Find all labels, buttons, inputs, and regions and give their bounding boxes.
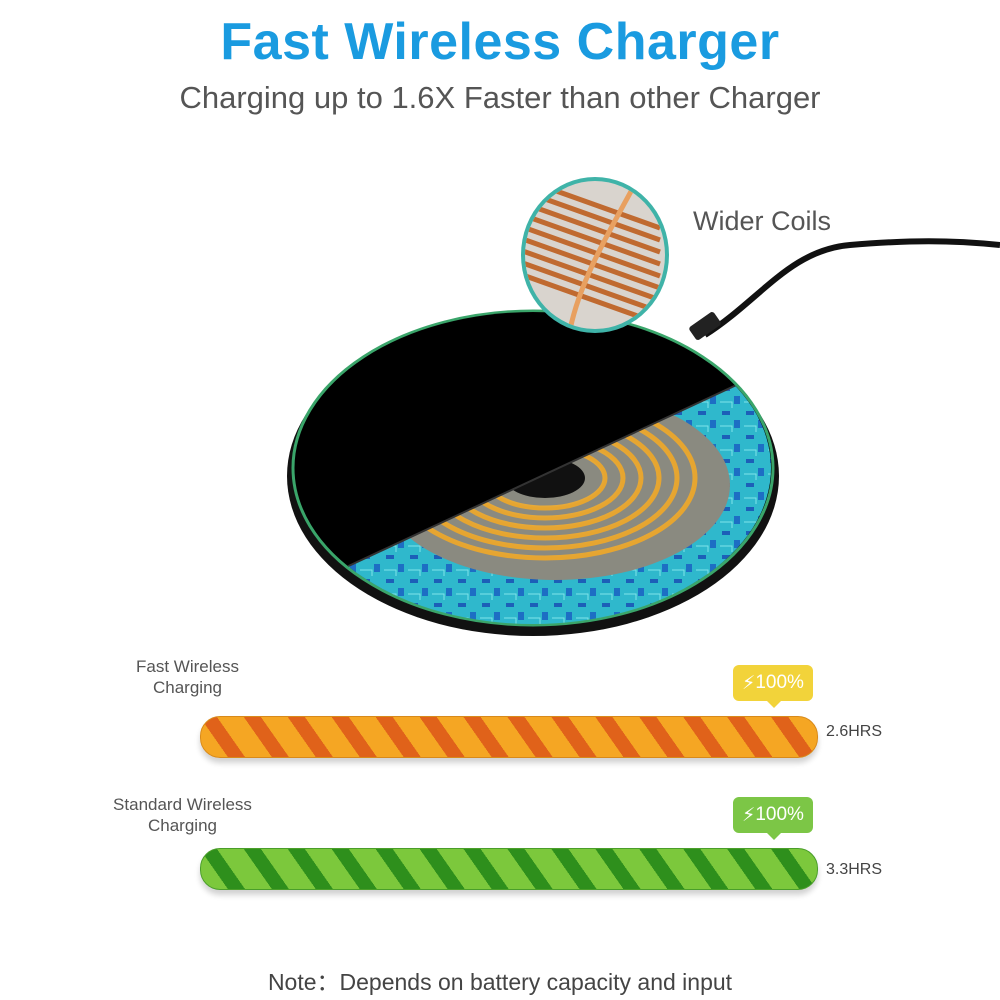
standard-charging-bar	[200, 848, 818, 890]
lightning-icon: ⚡	[742, 672, 756, 694]
label-line: Fast Wireless	[136, 657, 239, 676]
charger-illustration	[287, 177, 1000, 636]
standard-charging-time: 3.3HRS	[826, 861, 883, 878]
lightning-icon: ⚡	[742, 804, 756, 826]
standard-charging-label: Standard Wireless Charging	[95, 794, 270, 836]
fast-charging-badge: ⚡ 100%	[733, 665, 813, 708]
fast-charging-label: Fast Wireless Charging	[110, 656, 265, 698]
coil-callout	[521, 177, 669, 333]
label-line: Charging	[148, 816, 217, 835]
footnote: Note：Depends on battery capacity and inp…	[267, 969, 733, 995]
badge-value: 100%	[755, 804, 804, 825]
badge-value: 100%	[755, 672, 804, 693]
fast-charging-bar	[200, 716, 818, 758]
callout-label: Wider Coils	[693, 206, 832, 236]
label-line: Standard Wireless	[113, 795, 252, 814]
fast-charging-time: 2.6HRS	[826, 723, 883, 740]
standard-charging-badge: ⚡ 100%	[733, 797, 813, 840]
page-subtitle: Charging up to 1.6X Faster than other Ch…	[179, 80, 821, 115]
page-title: Fast Wireless Charger	[220, 13, 780, 71]
label-line: Charging	[153, 678, 222, 697]
usb-cable	[703, 238, 1000, 338]
